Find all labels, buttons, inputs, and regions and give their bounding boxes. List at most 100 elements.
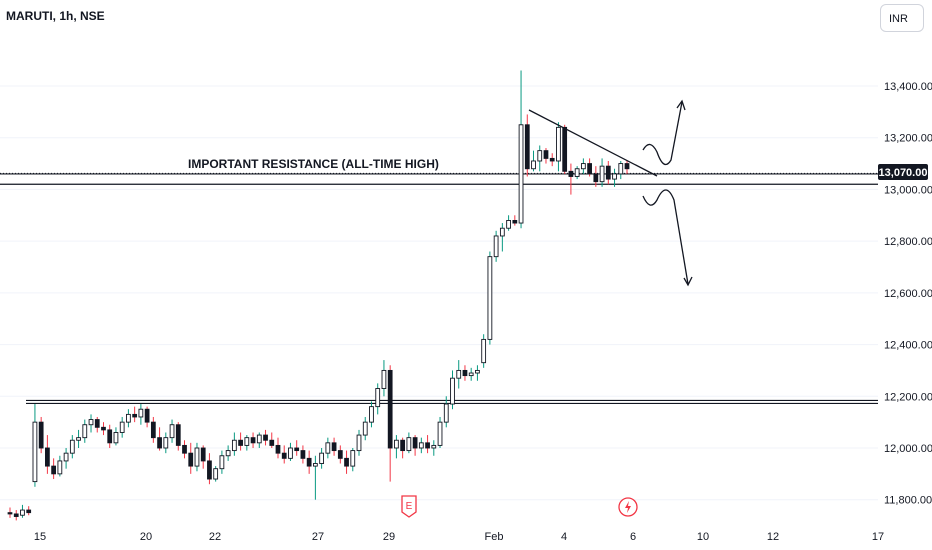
- time-tick-label-10: 17: [872, 531, 884, 543]
- candle-75: [475, 365, 480, 381]
- candle-97: [612, 168, 617, 187]
- price-tick-label-3: 12,400.00: [884, 340, 932, 352]
- grid-lines: [0, 85, 878, 501]
- candle-19: [126, 409, 131, 428]
- event-markers: E: [401, 495, 638, 518]
- candle-96: [605, 160, 611, 185]
- candle-99: [624, 160, 630, 174]
- candle-86: [543, 148, 549, 164]
- time-tick-label-2: 22: [209, 531, 221, 543]
- price-tick-label-6: 13,000.00: [884, 184, 932, 196]
- candle-67: [425, 435, 430, 454]
- candle-43: [275, 437, 281, 459]
- resistance-levels: [0, 172, 878, 405]
- time-tick-label-9: 12: [767, 531, 779, 543]
- candle-58: [369, 401, 374, 428]
- candle-29: [188, 442, 194, 474]
- candle-49: [313, 455, 318, 500]
- candle-48: [306, 450, 312, 474]
- candle-36: [231, 432, 237, 456]
- candle-18: [119, 416, 125, 438]
- candle-38: [244, 435, 250, 451]
- candle-56: [356, 429, 362, 456]
- candle-9: [63, 448, 69, 469]
- candle-87: [549, 153, 555, 167]
- time-tick-label-7: 6: [630, 531, 636, 543]
- candle-45: [288, 442, 293, 461]
- candle-62: [394, 435, 399, 459]
- candle-15: [101, 422, 106, 436]
- symbol-title: MARUTI, 1h, NSE: [6, 9, 105, 23]
- candle-28: [182, 440, 187, 459]
- candle-12: [82, 419, 88, 443]
- time-axis[interactable]: 15 20 22 27 29 Feb 4 6 10 12 17: [34, 531, 884, 543]
- price-axis[interactable]: 11,800.00 12,000.00 12,200.00 12,400.00 12,6…: [884, 81, 932, 507]
- candle-93: [587, 158, 592, 177]
- time-tick-label-1: 20: [140, 531, 152, 543]
- candle-74: [468, 367, 474, 381]
- candle-31: [200, 445, 206, 469]
- candle-22: [144, 406, 150, 428]
- candle-51: [325, 437, 331, 459]
- time-tick-label-0: 15: [34, 531, 46, 543]
- candle-39: [250, 432, 256, 448]
- candle-27: [175, 422, 181, 451]
- candle-98: [618, 160, 624, 180]
- candle-84: [531, 150, 536, 172]
- candle-30: [194, 442, 200, 472]
- candles: [7, 70, 630, 521]
- candle-0: [7, 507, 13, 518]
- candle-21: [138, 404, 144, 425]
- candle-1: [13, 510, 19, 521]
- candle-91: [574, 166, 580, 180]
- bearish-arrow-head: [683, 276, 693, 287]
- candle-41: [263, 429, 268, 446]
- bullish-arrow-head: [676, 99, 686, 111]
- candle-69: [437, 416, 443, 448]
- candle-34: [219, 450, 225, 474]
- candle-23: [150, 416, 156, 443]
- candle-68: [431, 440, 437, 456]
- candle-71: [450, 370, 455, 410]
- time-tick-label-5: Feb: [485, 531, 504, 543]
- candle-50: [319, 448, 324, 469]
- candle-59: [375, 383, 381, 415]
- candle-76: [481, 334, 487, 368]
- price-tick-label-5: 12,800.00: [884, 236, 932, 248]
- candle-7: [51, 458, 57, 480]
- time-tick-label-6: 4: [561, 531, 567, 543]
- candle-83: [524, 114, 530, 177]
- candle-33: [213, 466, 219, 482]
- dividend-event-icon[interactable]: [618, 497, 638, 517]
- price-tick-label-4: 12,600.00: [884, 288, 932, 300]
- candle-70: [443, 396, 449, 428]
- current-price-label: 13,070.00: [879, 167, 928, 179]
- candle-3: [26, 506, 32, 516]
- candle-54: [344, 450, 349, 474]
- price-tick-label-8: 13,400.00: [884, 81, 932, 93]
- candle-60: [381, 360, 387, 397]
- candle-80: [506, 215, 511, 231]
- candle-53: [337, 445, 343, 464]
- time-tick-label-8: 10: [697, 531, 709, 543]
- candle-65: [412, 435, 418, 456]
- candle-37: [238, 432, 243, 451]
- candle-5: [38, 416, 44, 454]
- time-tick-label-4: 29: [383, 531, 395, 543]
- bullish-scenario-arrow: [642, 101, 683, 166]
- price-tick-label-0: 11,800.00: [884, 495, 932, 507]
- candle-94: [593, 166, 599, 187]
- earnings-event-icon[interactable]: E: [401, 495, 417, 518]
- candle-73: [462, 365, 468, 381]
- currency-selector[interactable]: INR: [880, 4, 924, 32]
- candle-92: [580, 158, 586, 174]
- candle-66: [418, 437, 424, 454]
- candle-25: [163, 432, 169, 454]
- candle-78: [493, 230, 499, 262]
- time-tick-label-3: 27: [312, 531, 324, 543]
- candle-77: [487, 251, 493, 345]
- candle-85: [537, 145, 543, 172]
- candle-64: [406, 432, 412, 454]
- candle-52: [331, 437, 337, 456]
